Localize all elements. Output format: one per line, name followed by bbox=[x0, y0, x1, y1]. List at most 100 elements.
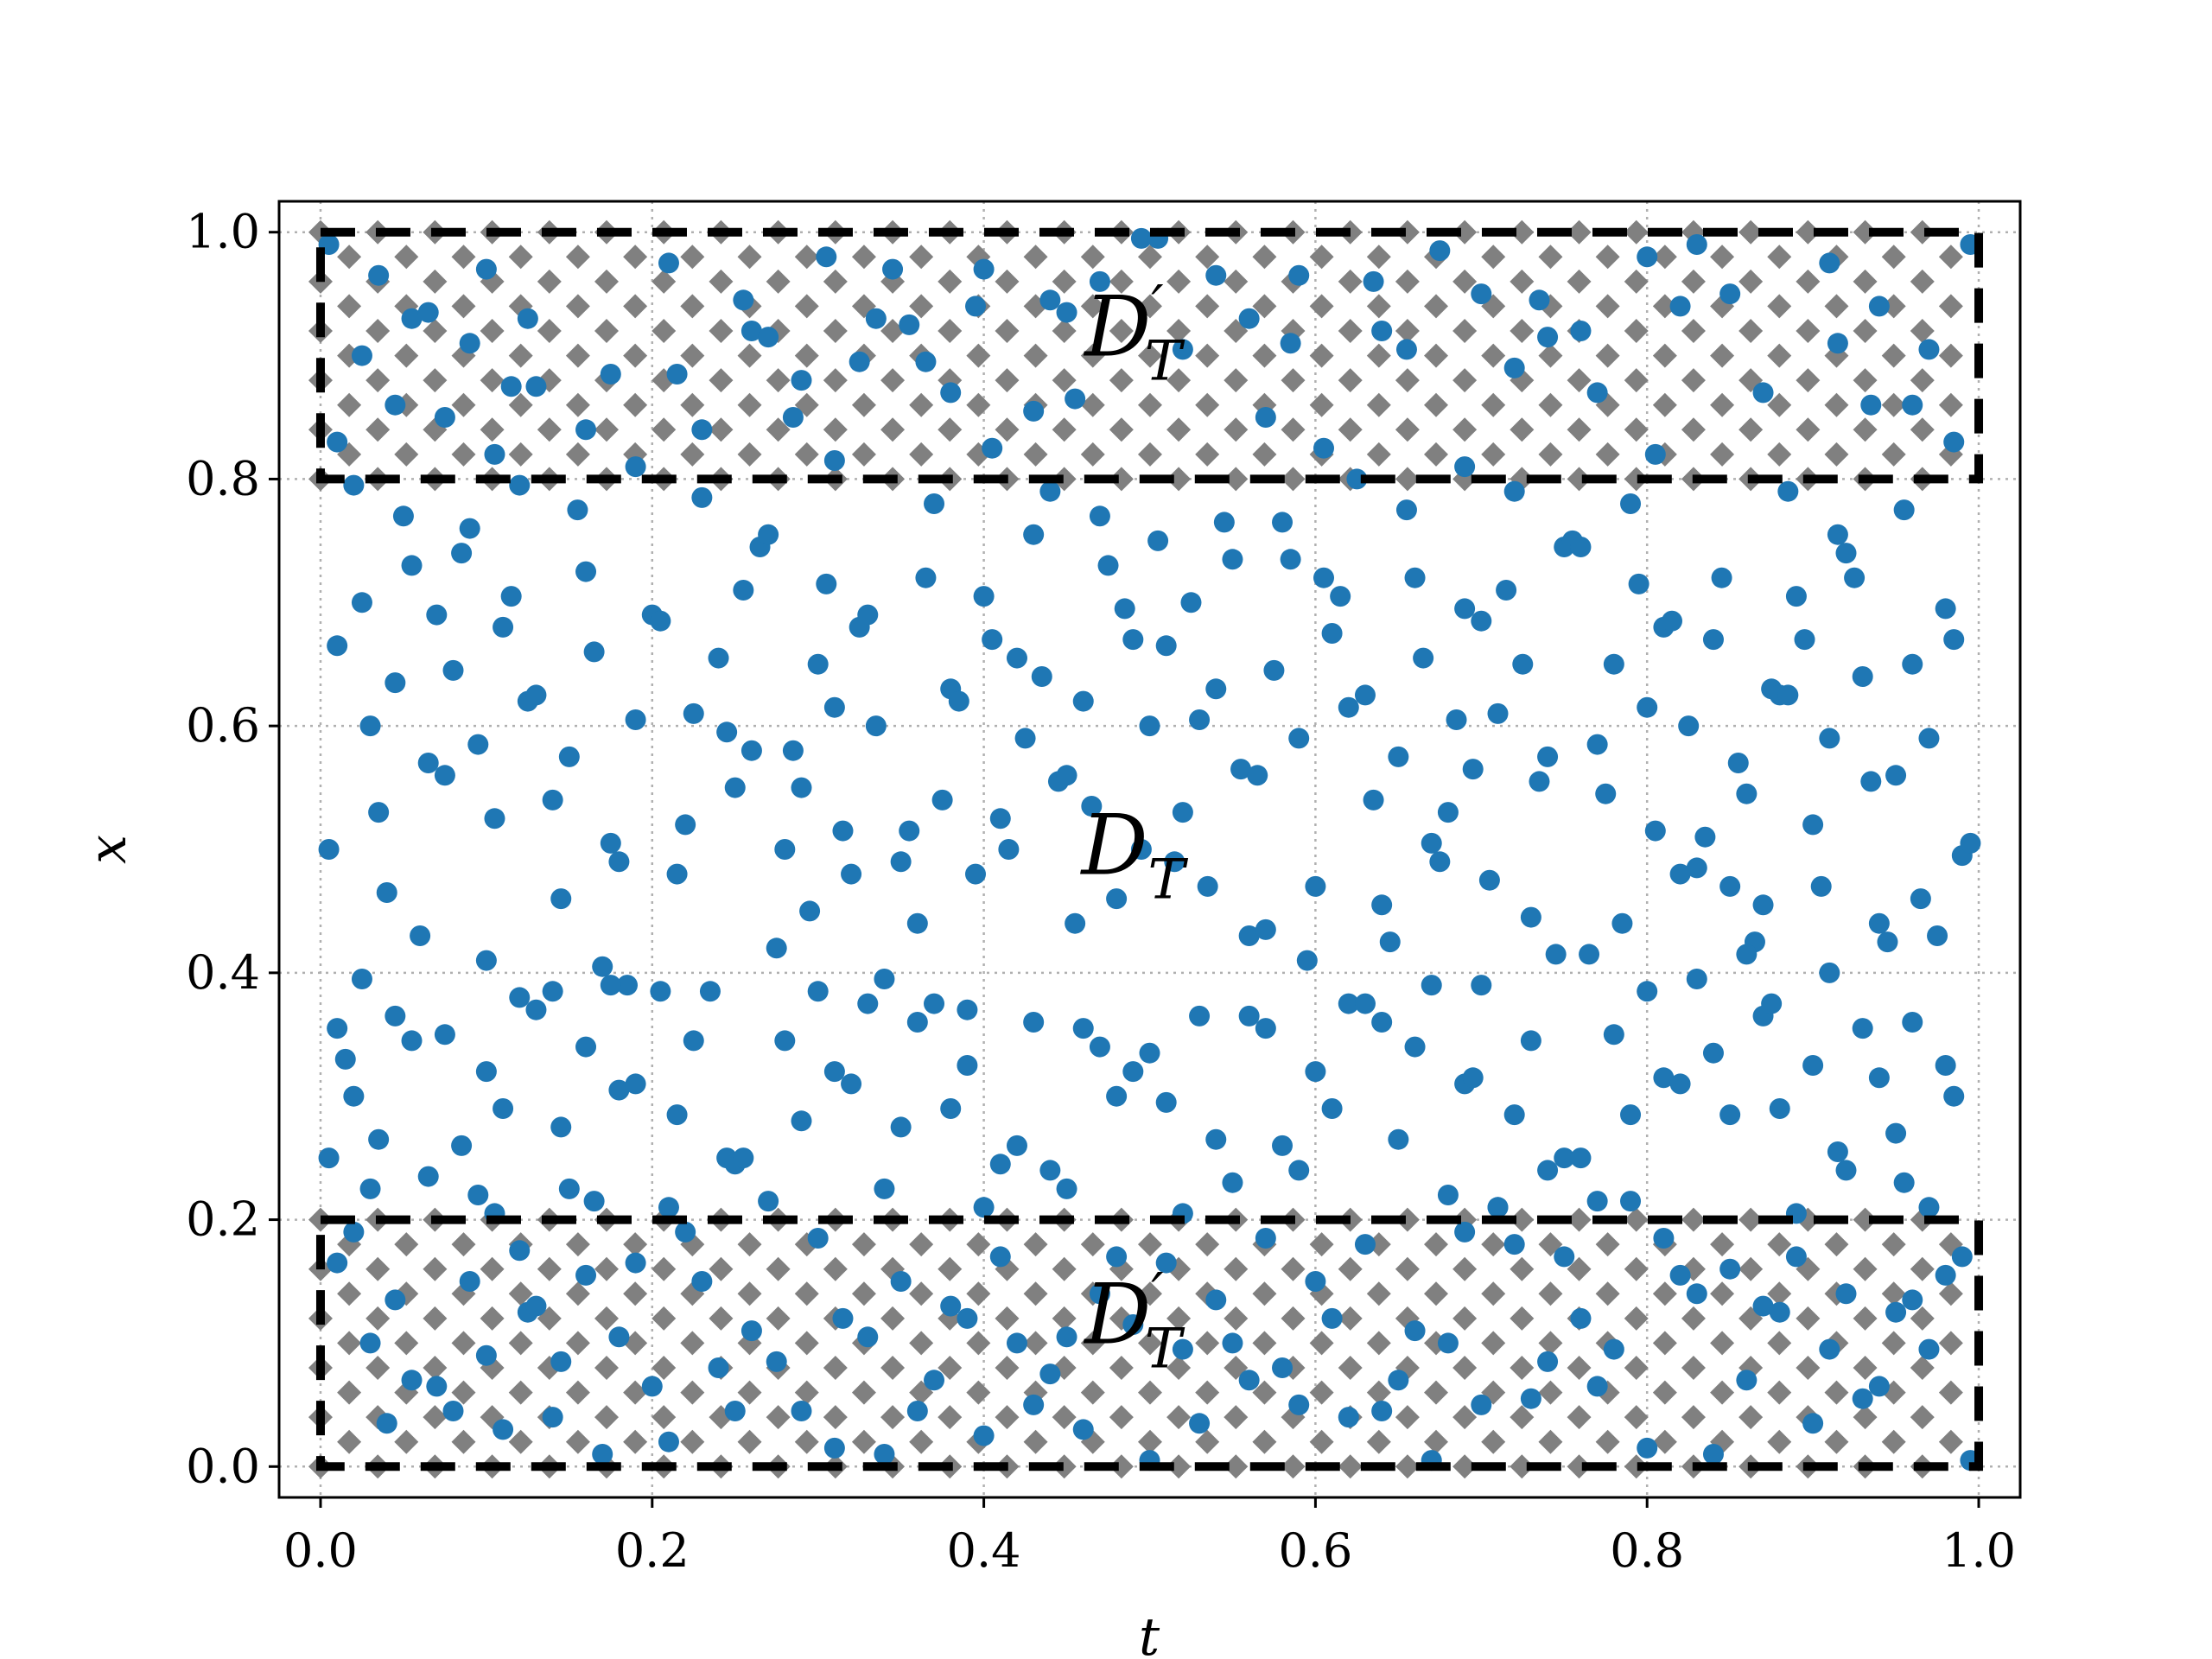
boundary-point bbox=[966, 442, 991, 467]
interior-point bbox=[1155, 1091, 1177, 1113]
boundary-point bbox=[1109, 368, 1134, 393]
boundary-point bbox=[1281, 1454, 1306, 1479]
boundary-point bbox=[1510, 1207, 1535, 1232]
interior-point bbox=[1039, 1160, 1061, 1181]
boundary-point bbox=[680, 294, 705, 319]
boundary-point bbox=[1938, 1281, 1963, 1306]
boundary-point bbox=[1510, 1454, 1535, 1479]
interior-point bbox=[368, 264, 390, 286]
interior-point bbox=[658, 1197, 679, 1218]
interior-point bbox=[890, 851, 912, 873]
interior-point bbox=[1669, 1264, 1691, 1286]
interior-point bbox=[1263, 659, 1285, 681]
boundary-point bbox=[1853, 1207, 1878, 1232]
interior-point bbox=[1545, 944, 1567, 965]
interior-point bbox=[1537, 1351, 1559, 1372]
interior-point bbox=[1222, 1332, 1243, 1354]
interior-point bbox=[758, 1191, 779, 1212]
interior-point bbox=[724, 1401, 746, 1421]
interior-point bbox=[1918, 728, 1940, 749]
interior-point bbox=[1106, 1246, 1128, 1268]
boundary-point bbox=[508, 1281, 533, 1306]
boundary-point bbox=[1538, 1380, 1563, 1405]
boundary-point bbox=[1338, 1256, 1363, 1281]
interior-point bbox=[625, 456, 646, 478]
boundary-point bbox=[1424, 1429, 1449, 1454]
interior-point bbox=[791, 370, 812, 391]
interior-point bbox=[1122, 629, 1144, 651]
interior-point bbox=[1570, 1307, 1592, 1329]
boundary-point bbox=[1538, 245, 1563, 270]
boundary-point bbox=[966, 1232, 991, 1257]
interior-point bbox=[1852, 666, 1873, 687]
interior-point bbox=[1006, 1135, 1027, 1156]
interior-point bbox=[1935, 598, 1956, 620]
boundary-point bbox=[1510, 1256, 1535, 1281]
interior-point bbox=[417, 302, 439, 323]
interior-point bbox=[575, 561, 597, 582]
boundary-point bbox=[652, 1405, 677, 1430]
boundary-point bbox=[565, 1232, 590, 1257]
boundary-point bbox=[1452, 1306, 1478, 1331]
interior-point bbox=[973, 1425, 995, 1446]
interior-point bbox=[940, 1098, 962, 1119]
boundary-point bbox=[1824, 1232, 1849, 1257]
boundary-point bbox=[1109, 269, 1134, 294]
boundary-point bbox=[1853, 219, 1878, 245]
boundary-point bbox=[1881, 294, 1906, 319]
interior-point bbox=[351, 345, 372, 366]
interior-point bbox=[343, 474, 365, 496]
interior-point bbox=[899, 314, 920, 335]
boundary-point bbox=[794, 1380, 819, 1405]
interior-point bbox=[525, 999, 547, 1020]
interior-point bbox=[1736, 1370, 1758, 1391]
interior-point bbox=[1213, 512, 1235, 533]
boundary-point bbox=[508, 1380, 533, 1405]
boundary-point bbox=[1796, 319, 1821, 343]
boundary-point bbox=[1681, 368, 1706, 393]
interior-point bbox=[799, 900, 821, 922]
boundary-point bbox=[1166, 1454, 1192, 1479]
boundary-point bbox=[1023, 245, 1048, 270]
boundary-point bbox=[1853, 1306, 1878, 1331]
interior-point bbox=[509, 987, 531, 1008]
boundary-point bbox=[1395, 417, 1420, 442]
boundary-point bbox=[1137, 1331, 1162, 1356]
boundary-point bbox=[995, 1405, 1020, 1430]
interior-point bbox=[1579, 944, 1600, 965]
interior-point bbox=[1727, 753, 1749, 773]
boundary-point bbox=[423, 1356, 448, 1380]
interior-point bbox=[1164, 851, 1185, 873]
boundary-point bbox=[794, 1331, 819, 1356]
boundary-point bbox=[394, 442, 419, 467]
interior-points bbox=[318, 227, 1981, 1471]
boundary-point bbox=[537, 269, 562, 294]
boundary-point bbox=[1338, 1356, 1363, 1380]
interior-point bbox=[1172, 802, 1193, 823]
interior-point bbox=[509, 474, 531, 496]
boundary-point bbox=[1137, 245, 1162, 270]
interior-point bbox=[1147, 530, 1169, 551]
interior-point bbox=[890, 1271, 912, 1292]
interior-point bbox=[1570, 321, 1592, 341]
interior-point bbox=[1902, 653, 1923, 675]
boundary-point bbox=[909, 392, 934, 417]
interior-point bbox=[1429, 851, 1451, 873]
boundary-point bbox=[394, 1429, 419, 1454]
interior-point bbox=[327, 1252, 348, 1274]
boundary-point bbox=[1938, 1380, 1963, 1405]
interior-point bbox=[1503, 1234, 1525, 1255]
interior-point bbox=[1785, 586, 1807, 607]
boundary-point bbox=[652, 269, 677, 294]
x-tick-label: 0.6 bbox=[1278, 1523, 1352, 1578]
boundary-point bbox=[680, 1380, 705, 1405]
interior-point bbox=[1935, 1264, 1956, 1286]
interior-point bbox=[1819, 962, 1840, 983]
boundary-point bbox=[794, 1281, 819, 1306]
boundary-point bbox=[1824, 392, 1849, 417]
boundary-point bbox=[1080, 442, 1105, 467]
interior-point bbox=[334, 1048, 356, 1070]
interior-point bbox=[426, 1376, 448, 1397]
interior-point bbox=[1802, 1055, 1824, 1076]
interior-point bbox=[998, 839, 1020, 860]
